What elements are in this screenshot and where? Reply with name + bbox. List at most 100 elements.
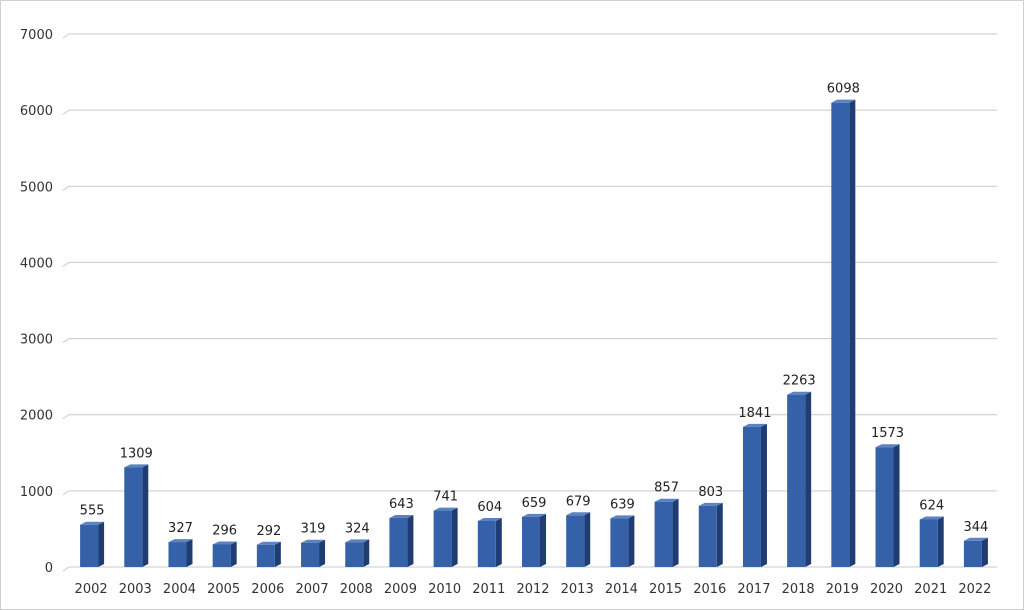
x-tick-label: 2022 xyxy=(958,582,991,597)
bar-front xyxy=(389,518,408,567)
y-tick-label: 3000 xyxy=(20,333,53,348)
bar-top xyxy=(477,518,502,522)
x-tick-label: 2007 xyxy=(296,582,329,597)
x-tick-label: 2003 xyxy=(119,582,152,597)
bar-side xyxy=(319,539,326,567)
y-tick-label: 2000 xyxy=(20,409,53,424)
bar-2020 xyxy=(875,444,900,567)
x-tick-label: 2002 xyxy=(75,582,108,597)
bar-2007 xyxy=(301,539,326,567)
gridline-offset xyxy=(62,109,70,115)
bar-side xyxy=(451,507,458,567)
bar-2021 xyxy=(919,516,944,567)
bar-side xyxy=(363,539,370,567)
data-label: 1573 xyxy=(871,426,904,441)
bar-top xyxy=(522,513,546,517)
y-tick-label: 0 xyxy=(45,561,53,576)
data-label: 857 xyxy=(654,481,679,496)
bar-top xyxy=(566,512,591,516)
bar-2016 xyxy=(698,502,723,567)
x-tick-label: 2021 xyxy=(914,582,947,597)
bar-front xyxy=(654,501,673,567)
bar-2006 xyxy=(256,541,281,567)
y-tick-label: 4000 xyxy=(20,256,53,271)
x-tick-label: 2016 xyxy=(693,582,726,597)
gridlines xyxy=(62,33,997,572)
y-tick-label: 1000 xyxy=(20,485,53,500)
bar-2022 xyxy=(963,537,988,567)
bar-side xyxy=(849,99,856,568)
bar-front xyxy=(124,467,143,567)
data-label: 2263 xyxy=(783,374,816,389)
bar-side xyxy=(893,444,900,567)
bar-side xyxy=(760,423,767,567)
bar-side xyxy=(937,516,944,567)
bar-front xyxy=(256,544,275,567)
data-label: 319 xyxy=(301,522,326,537)
bar-front xyxy=(831,102,850,568)
bar-side xyxy=(805,391,812,567)
bar-side xyxy=(230,541,237,567)
bar-top xyxy=(875,444,900,448)
bar-top xyxy=(610,515,635,519)
bar-front xyxy=(875,447,894,567)
bar-front xyxy=(345,542,364,567)
data-label: 6098 xyxy=(827,82,860,97)
bar-front xyxy=(433,510,452,567)
bar-2019 xyxy=(831,99,856,568)
bar-front xyxy=(212,544,231,567)
bar-side xyxy=(98,521,105,567)
bar-2004 xyxy=(168,539,193,567)
bar-top xyxy=(963,537,988,541)
bar-side xyxy=(186,539,193,567)
bar-top xyxy=(301,539,326,543)
gridline-offset xyxy=(62,262,70,267)
bar-side xyxy=(274,541,281,567)
data-label: 643 xyxy=(389,497,414,512)
bar-side xyxy=(716,502,723,567)
bar-top xyxy=(124,464,149,468)
data-label: 803 xyxy=(698,485,723,500)
x-tick-label: 2012 xyxy=(516,582,549,597)
bar-2012 xyxy=(522,513,546,567)
bar-top xyxy=(345,539,370,543)
bar-2010 xyxy=(433,507,458,567)
x-tick-label: 2006 xyxy=(251,582,284,597)
bar-front xyxy=(610,518,629,567)
x-tick-label: 2009 xyxy=(384,582,417,597)
bar-top xyxy=(698,502,723,506)
data-label: 555 xyxy=(80,504,105,519)
x-tick-label: 2019 xyxy=(826,582,859,597)
bar-2005 xyxy=(212,541,237,567)
gridline-offset xyxy=(62,338,70,343)
bar-front xyxy=(919,519,938,567)
bar-2003 xyxy=(124,464,149,567)
gridline-offset xyxy=(62,566,70,572)
bar-top xyxy=(787,391,812,395)
y-tick-label: 6000 xyxy=(20,104,53,119)
y-tick-label: 5000 xyxy=(20,180,53,195)
x-tick-label: 2013 xyxy=(561,582,594,597)
bar-side xyxy=(584,512,591,567)
bar-2002 xyxy=(80,521,105,567)
bar-top xyxy=(389,515,414,519)
bar-front xyxy=(787,394,806,567)
bar-2009 xyxy=(389,515,414,567)
bar-top xyxy=(919,516,944,520)
x-tick-label: 2014 xyxy=(605,582,638,597)
gridline-offset xyxy=(62,33,70,39)
bar-front xyxy=(963,540,982,567)
bar-2013 xyxy=(566,512,591,567)
bar-front xyxy=(168,542,187,567)
gridline-offset xyxy=(62,414,70,420)
bar-side xyxy=(142,464,149,567)
x-axis-ticks: 2002 2003 2004 2005 2006 2007 2008 2009 2010 2011… xyxy=(75,582,992,597)
bar-top xyxy=(433,507,458,511)
data-label: 324 xyxy=(345,521,370,536)
data-label: 327 xyxy=(168,521,193,536)
bar-side xyxy=(407,515,414,567)
data-label: 296 xyxy=(212,523,237,538)
bar-top xyxy=(80,521,105,525)
bar-side xyxy=(495,518,502,567)
